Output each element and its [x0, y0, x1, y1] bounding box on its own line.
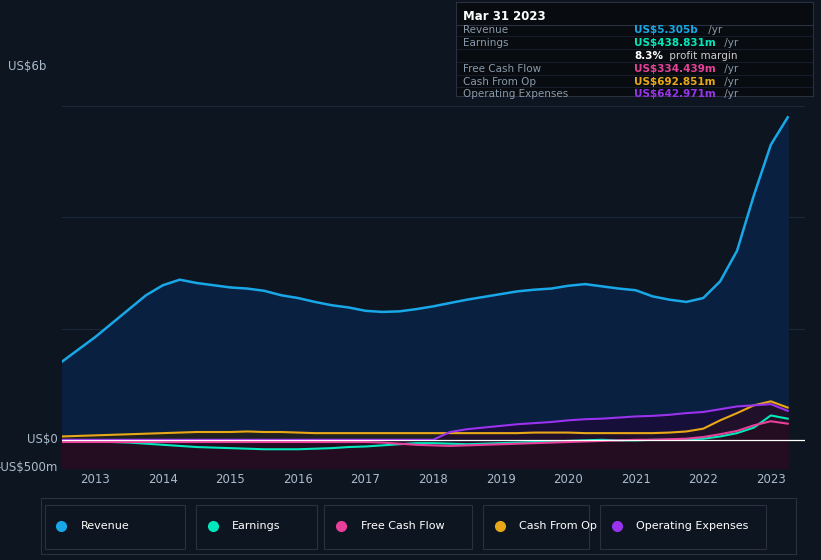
- FancyBboxPatch shape: [45, 505, 185, 549]
- Text: Earnings: Earnings: [463, 38, 508, 48]
- Text: US$5.305b: US$5.305b: [635, 25, 698, 35]
- Text: US$6b: US$6b: [8, 60, 47, 73]
- FancyBboxPatch shape: [600, 505, 766, 549]
- Text: Operating Expenses: Operating Expenses: [636, 521, 749, 531]
- Text: profit margin: profit margin: [666, 51, 737, 61]
- Text: US$334.439m: US$334.439m: [635, 64, 716, 74]
- Text: -US$500m: -US$500m: [0, 461, 57, 474]
- Text: Cash From Op: Cash From Op: [519, 521, 597, 531]
- Text: US$438.831m: US$438.831m: [635, 38, 716, 48]
- Text: US$692.851m: US$692.851m: [635, 77, 716, 87]
- Text: Mar 31 2023: Mar 31 2023: [463, 10, 545, 23]
- Text: /yr: /yr: [705, 25, 722, 35]
- Text: Earnings: Earnings: [232, 521, 281, 531]
- Text: Cash From Op: Cash From Op: [463, 77, 536, 87]
- FancyBboxPatch shape: [483, 505, 589, 549]
- FancyBboxPatch shape: [196, 505, 317, 549]
- Text: /yr: /yr: [721, 90, 738, 100]
- Text: Revenue: Revenue: [81, 521, 130, 531]
- FancyBboxPatch shape: [324, 505, 471, 549]
- Text: 8.3%: 8.3%: [635, 51, 663, 61]
- Text: /yr: /yr: [721, 38, 738, 48]
- Text: US$642.971m: US$642.971m: [635, 90, 716, 100]
- Text: /yr: /yr: [721, 77, 738, 87]
- Text: Free Cash Flow: Free Cash Flow: [360, 521, 444, 531]
- Text: /yr: /yr: [721, 64, 738, 74]
- Text: Free Cash Flow: Free Cash Flow: [463, 64, 541, 74]
- Text: Operating Expenses: Operating Expenses: [463, 90, 568, 100]
- Text: US$0: US$0: [27, 433, 57, 446]
- Text: Revenue: Revenue: [463, 25, 508, 35]
